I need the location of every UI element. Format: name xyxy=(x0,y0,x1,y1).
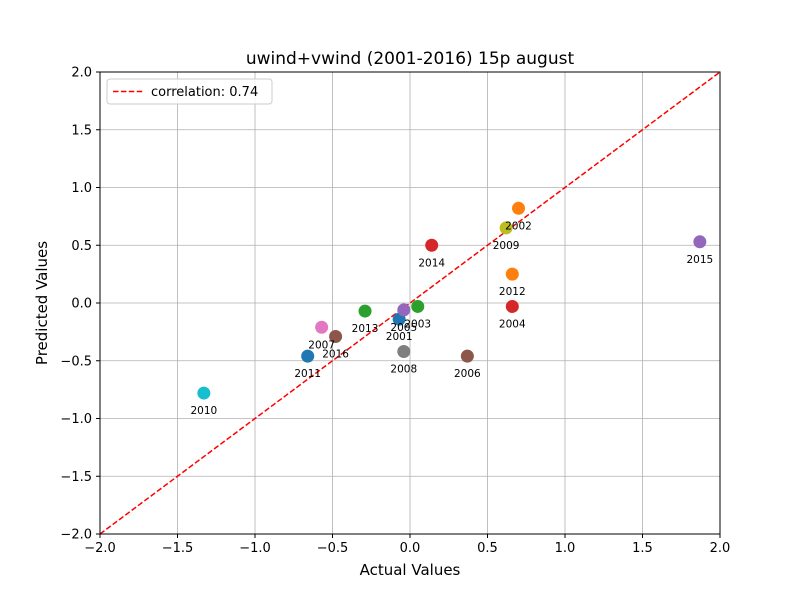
data-point-label: 2001 xyxy=(386,331,413,343)
x-tick-label: 2.0 xyxy=(710,541,731,556)
data-point-label: 2016 xyxy=(322,348,349,360)
data-point xyxy=(197,386,211,400)
data-point xyxy=(693,235,707,249)
x-tick-label: 0.5 xyxy=(477,541,498,556)
data-point xyxy=(460,349,474,363)
chart-title: uwind+vwind (2001-2016) 15p august xyxy=(246,49,575,69)
y-tick-label: 0.5 xyxy=(71,239,92,254)
data-point xyxy=(397,303,411,317)
y-tick-label: −0.5 xyxy=(60,354,92,369)
data-point-label: 2008 xyxy=(390,364,417,376)
data-point-label: 2003 xyxy=(404,318,431,330)
data-point-label: 2007 xyxy=(308,339,335,351)
y-axis-label: Predicted Values xyxy=(33,241,51,365)
data-point-label: 2012 xyxy=(499,286,526,298)
y-tick-label: 1.0 xyxy=(71,181,92,196)
data-point xyxy=(301,349,315,363)
points-layer xyxy=(197,201,707,400)
x-tick-label: −2.0 xyxy=(84,541,116,556)
data-point xyxy=(425,238,439,252)
data-point xyxy=(397,345,411,359)
y-tick-label: −1.5 xyxy=(60,470,92,485)
data-point-label: 2006 xyxy=(454,368,481,380)
x-tick-label: 1.5 xyxy=(632,541,653,556)
y-tick-label: 1.5 xyxy=(71,123,92,138)
legend-box xyxy=(106,78,273,105)
x-tick-label: 0.0 xyxy=(400,541,421,556)
data-point xyxy=(315,320,329,334)
data-point-label: 2005 xyxy=(390,322,417,334)
reference-line-layer xyxy=(99,71,721,535)
data-point-label: 2011 xyxy=(294,368,321,380)
data-point-label: 2004 xyxy=(499,318,526,330)
y-tick-label: −2.0 xyxy=(60,528,92,543)
legend: correlation: 0.74 xyxy=(106,78,273,105)
reference-line xyxy=(99,71,721,535)
x-tick-label: −1.0 xyxy=(239,541,271,556)
y-tick-label: 0.0 xyxy=(71,297,92,312)
x-tick-label: 1.0 xyxy=(555,541,576,556)
y-tick-label: 2.0 xyxy=(71,66,92,81)
data-point xyxy=(358,304,372,318)
data-point-label: 2010 xyxy=(190,405,217,417)
y-tick-label: −1.0 xyxy=(60,412,92,427)
data-point xyxy=(411,299,425,313)
data-point xyxy=(512,201,525,215)
data-point xyxy=(505,267,519,281)
data-point xyxy=(499,221,513,235)
x-tick-label: −0.5 xyxy=(317,541,349,556)
data-point-label: 2014 xyxy=(418,257,445,269)
x-axis-label: Actual Values xyxy=(360,561,461,579)
data-point xyxy=(329,329,343,343)
x-tick-label: −1.5 xyxy=(162,541,194,556)
ticks: −2.0 −1.5 −1.0 −0.5 0.0 0.5 1.0 1.5 2.0 −2.0 −1.5 −… xyxy=(60,66,730,557)
data-point-label: 2015 xyxy=(686,254,713,266)
point-labels-layer: 2001 2002 2003 2004 2005 2006 2007 2008 2009 2010… xyxy=(190,220,713,417)
legend-label: correlation: 0.74 xyxy=(151,85,258,100)
data-point-label: 2013 xyxy=(352,323,379,335)
data-point-label: 2009 xyxy=(493,240,520,252)
data-point xyxy=(505,299,519,313)
data-point-label: 2002 xyxy=(505,220,532,232)
